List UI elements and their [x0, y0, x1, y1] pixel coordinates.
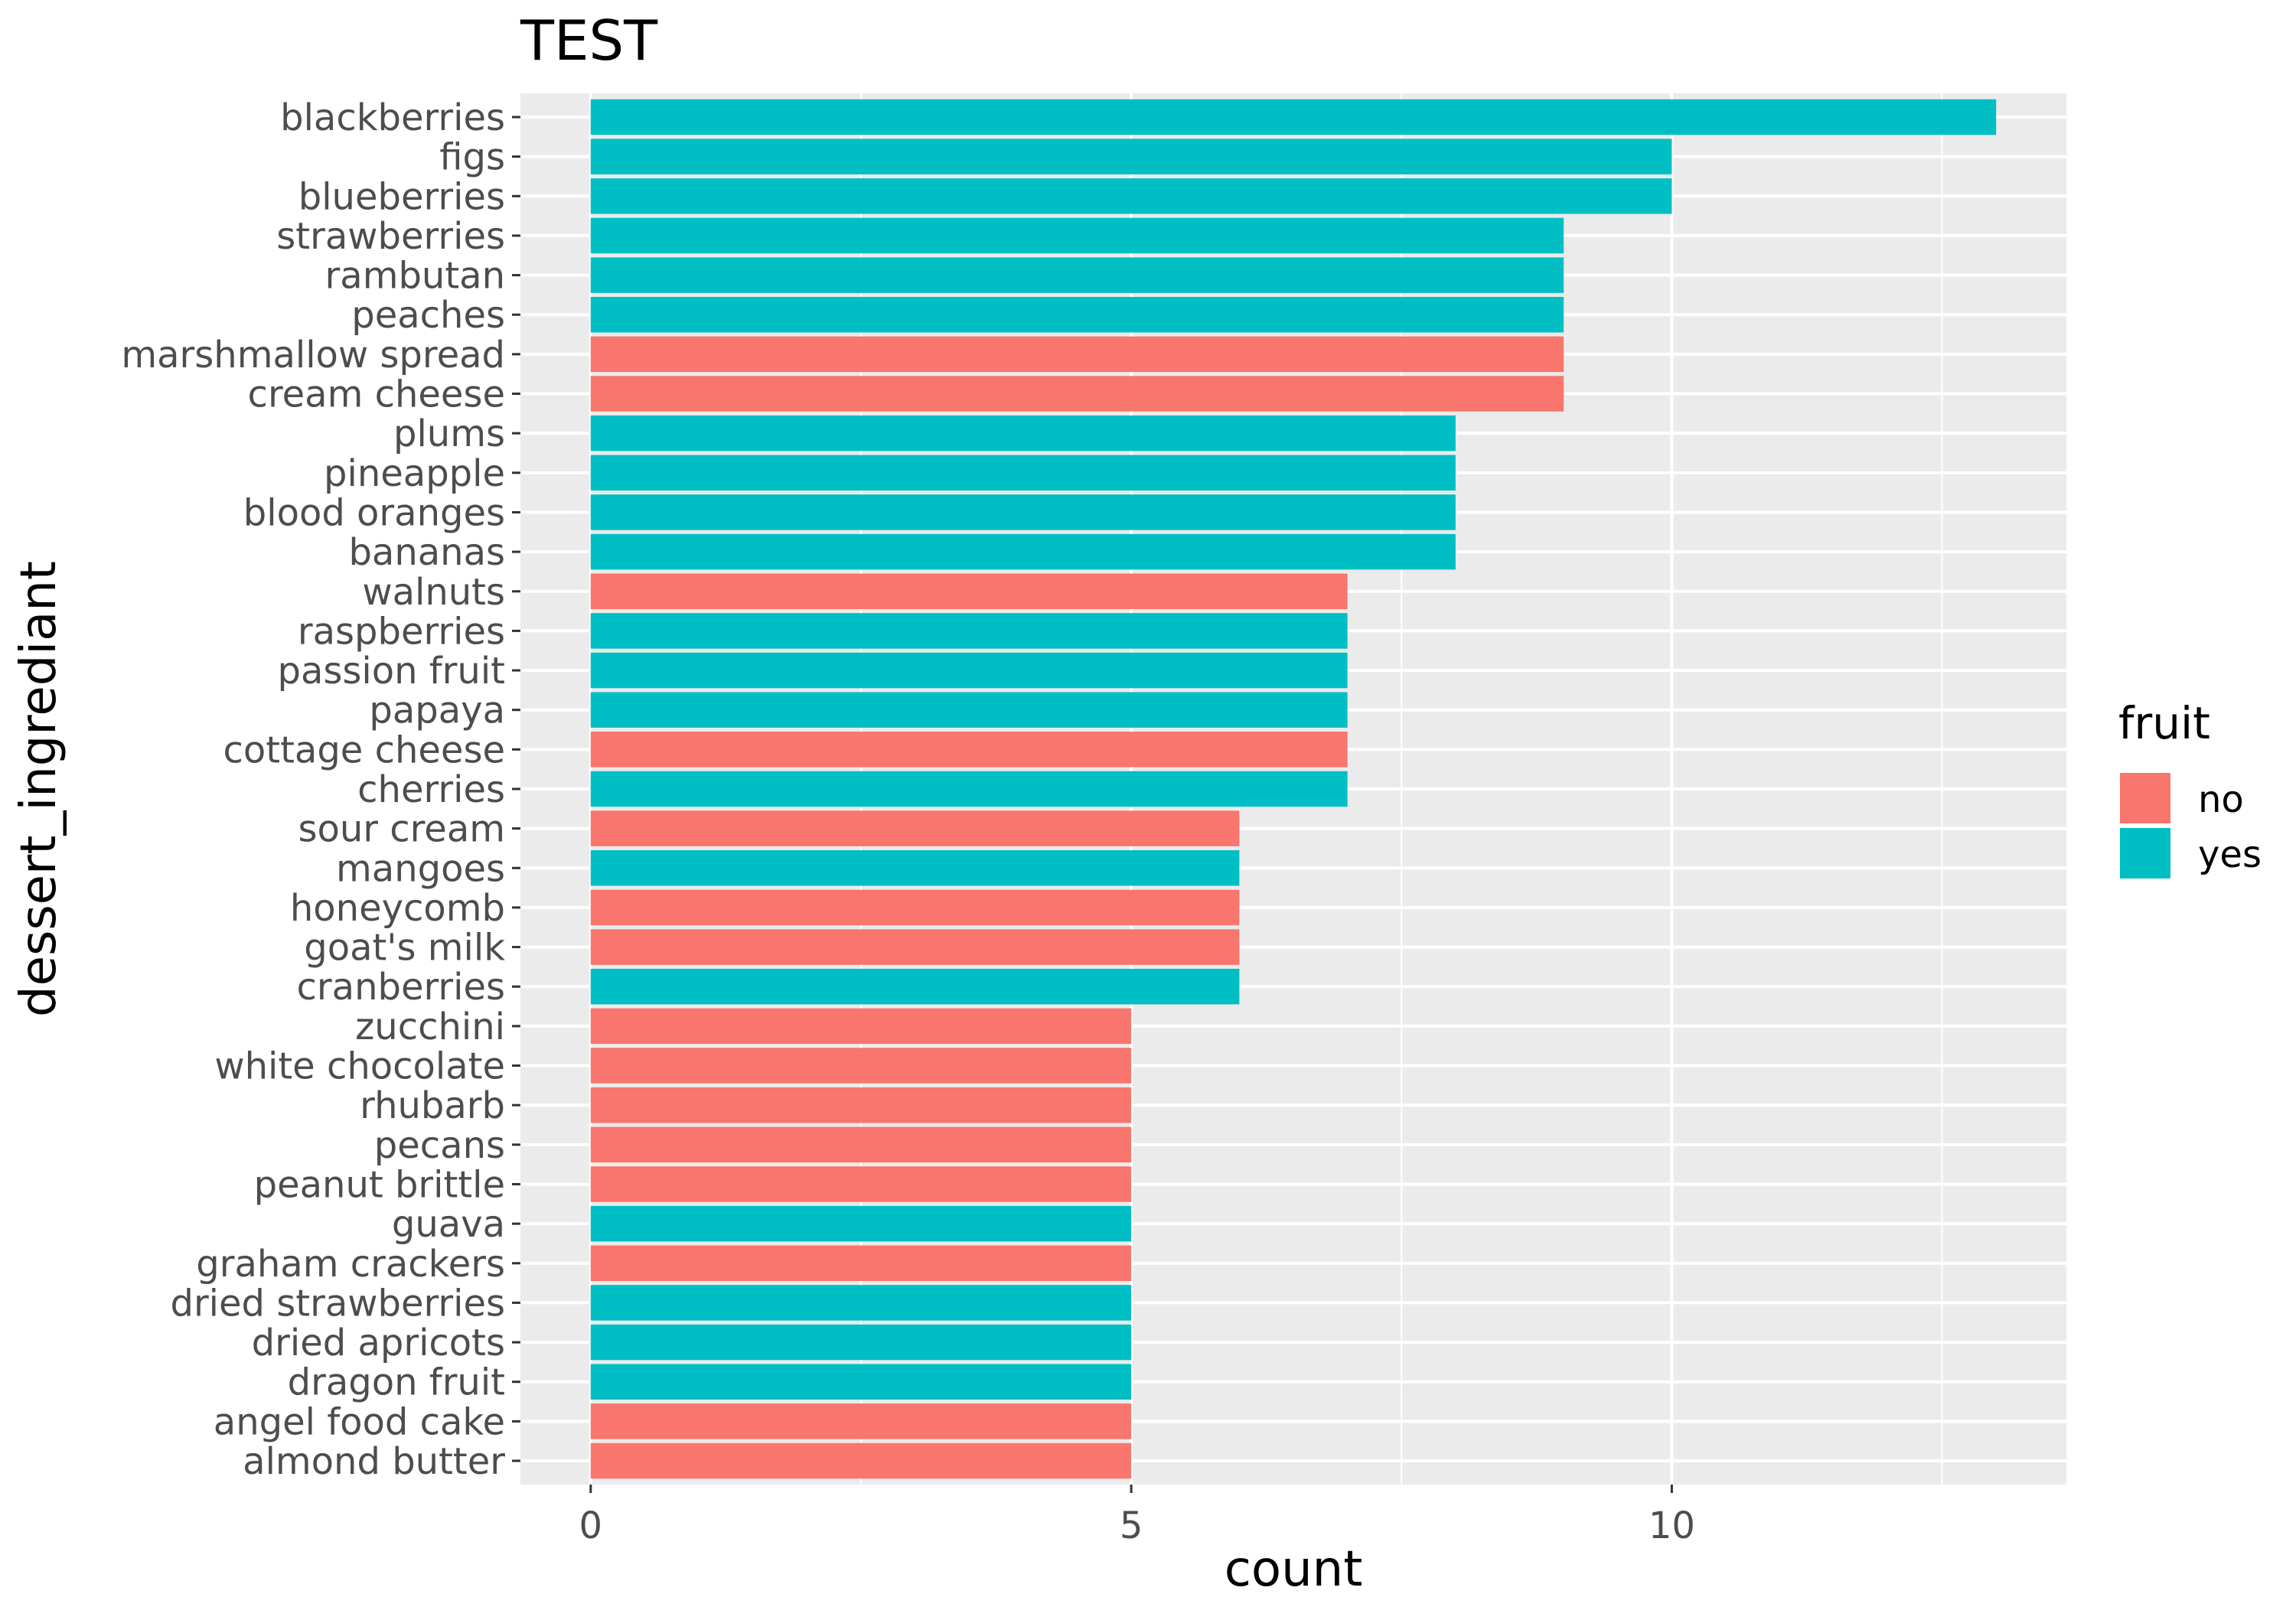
- legend-label-yes: yes: [2198, 833, 2262, 876]
- bar-guava: [590, 1205, 1132, 1242]
- bar-goat-s-milk: [590, 929, 1240, 965]
- bar-papaya: [590, 692, 1348, 728]
- y-tick-label: rhubarb: [360, 1084, 505, 1127]
- y-tick-label: cream cheese: [248, 373, 505, 416]
- y-tick-label: honeycomb: [290, 887, 505, 930]
- bar-dried-apricots: [590, 1324, 1132, 1361]
- bar-dried-strawberries: [590, 1285, 1132, 1321]
- y-tick-label: blueberries: [298, 175, 505, 218]
- bar-zucchini: [590, 1008, 1132, 1045]
- y-tick-label: figs: [439, 136, 505, 179]
- y-tick-label: dried apricots: [252, 1322, 505, 1364]
- y-tick-label: cherries: [357, 768, 505, 811]
- legend: fruit no yes: [2118, 697, 2262, 878]
- y-tick-label: blackberries: [280, 96, 505, 139]
- x-axis: 0 5 10: [579, 1485, 1695, 1547]
- y-tick-label: graham crackers: [196, 1243, 505, 1286]
- legend-title: fruit: [2118, 697, 2210, 749]
- chart-title: TEST: [520, 8, 658, 73]
- y-tick-label: peanut brittle: [254, 1163, 505, 1206]
- y-tick-label: walnuts: [362, 571, 505, 614]
- y-tick-label: almond butter: [243, 1440, 505, 1483]
- bar-walnuts: [590, 573, 1348, 610]
- bar-peanut-brittle: [590, 1166, 1132, 1202]
- bar-pecans: [590, 1126, 1132, 1163]
- bar-cherries: [590, 771, 1348, 807]
- y-tick-label: zucchini: [355, 1006, 505, 1048]
- y-tick-label: passion fruit: [278, 650, 506, 693]
- y-tick-label: raspberries: [298, 610, 505, 653]
- bar-white-chocolate: [590, 1048, 1132, 1084]
- x-axis-title: count: [1225, 1541, 1363, 1598]
- bar-sour-cream: [590, 810, 1240, 846]
- y-tick-label: blood oranges: [243, 491, 505, 534]
- y-tick-label: pecans: [374, 1124, 505, 1167]
- y-tick-label: cottage cheese: [223, 729, 505, 771]
- x-tick-label: 0: [579, 1504, 603, 1547]
- bar-bananas: [590, 533, 1456, 570]
- y-tick-label: marshmallow spread: [121, 334, 505, 376]
- bar-peaches: [590, 296, 1564, 333]
- bar-mangoes: [590, 850, 1240, 886]
- y-tick-label: goat's milk: [304, 927, 505, 970]
- x-tick-label: 10: [1649, 1504, 1695, 1547]
- bar-strawberries: [590, 217, 1564, 254]
- y-tick-label: mangoes: [336, 847, 505, 890]
- legend-key-no: [2120, 773, 2170, 823]
- y-tick-label: strawberries: [276, 215, 505, 258]
- y-tick-label: rambutan: [325, 255, 505, 298]
- bar-rhubarb: [590, 1087, 1132, 1123]
- bar-pineapple: [590, 455, 1456, 491]
- y-tick-label: pineapple: [324, 452, 505, 495]
- bar-figs: [590, 139, 1672, 174]
- y-tick-label: angel food cake: [214, 1400, 505, 1443]
- bar-marshmallow-spread: [590, 336, 1564, 373]
- y-tick-label: cranberries: [297, 966, 505, 1009]
- x-tick-label: 5: [1120, 1504, 1143, 1547]
- legend-key-yes: [2120, 828, 2170, 878]
- bars: [590, 99, 1997, 1479]
- bar-almond-butter: [590, 1442, 1132, 1479]
- y-axis: blackberriesfigsblueberriesstrawberriesr…: [121, 96, 520, 1483]
- y-tick-label: plums: [393, 412, 505, 455]
- y-tick-label: dried strawberries: [170, 1282, 505, 1325]
- bar-angel-food-cake: [590, 1403, 1132, 1439]
- bar-cottage-cheese: [590, 732, 1348, 768]
- bar-graham-crackers: [590, 1245, 1132, 1282]
- y-tick-label: guava: [392, 1203, 505, 1246]
- bar-dragon-fruit: [590, 1364, 1132, 1400]
- bar-honeycomb: [590, 889, 1240, 926]
- y-tick-label: peaches: [351, 294, 505, 337]
- y-tick-label: white chocolate: [214, 1045, 505, 1088]
- y-tick-label: bananas: [348, 531, 505, 574]
- legend-label-no: no: [2198, 778, 2244, 821]
- bar-plums: [590, 415, 1456, 451]
- bar-passion-fruit: [590, 652, 1348, 689]
- bar-rambutan: [590, 257, 1564, 293]
- y-tick-label: sour cream: [298, 808, 505, 851]
- y-tick-label: dragon fruit: [288, 1361, 505, 1404]
- bar-blood-oranges: [590, 494, 1456, 530]
- y-axis-title: dessert_ingrediant: [11, 561, 67, 1017]
- bar-cranberries: [590, 968, 1240, 1005]
- y-tick-label: papaya: [369, 689, 505, 732]
- bar-blueberries: [590, 178, 1672, 214]
- bar-blackberries: [590, 99, 1997, 135]
- bar-raspberries: [590, 613, 1348, 649]
- bar-cream-cheese: [590, 376, 1564, 412]
